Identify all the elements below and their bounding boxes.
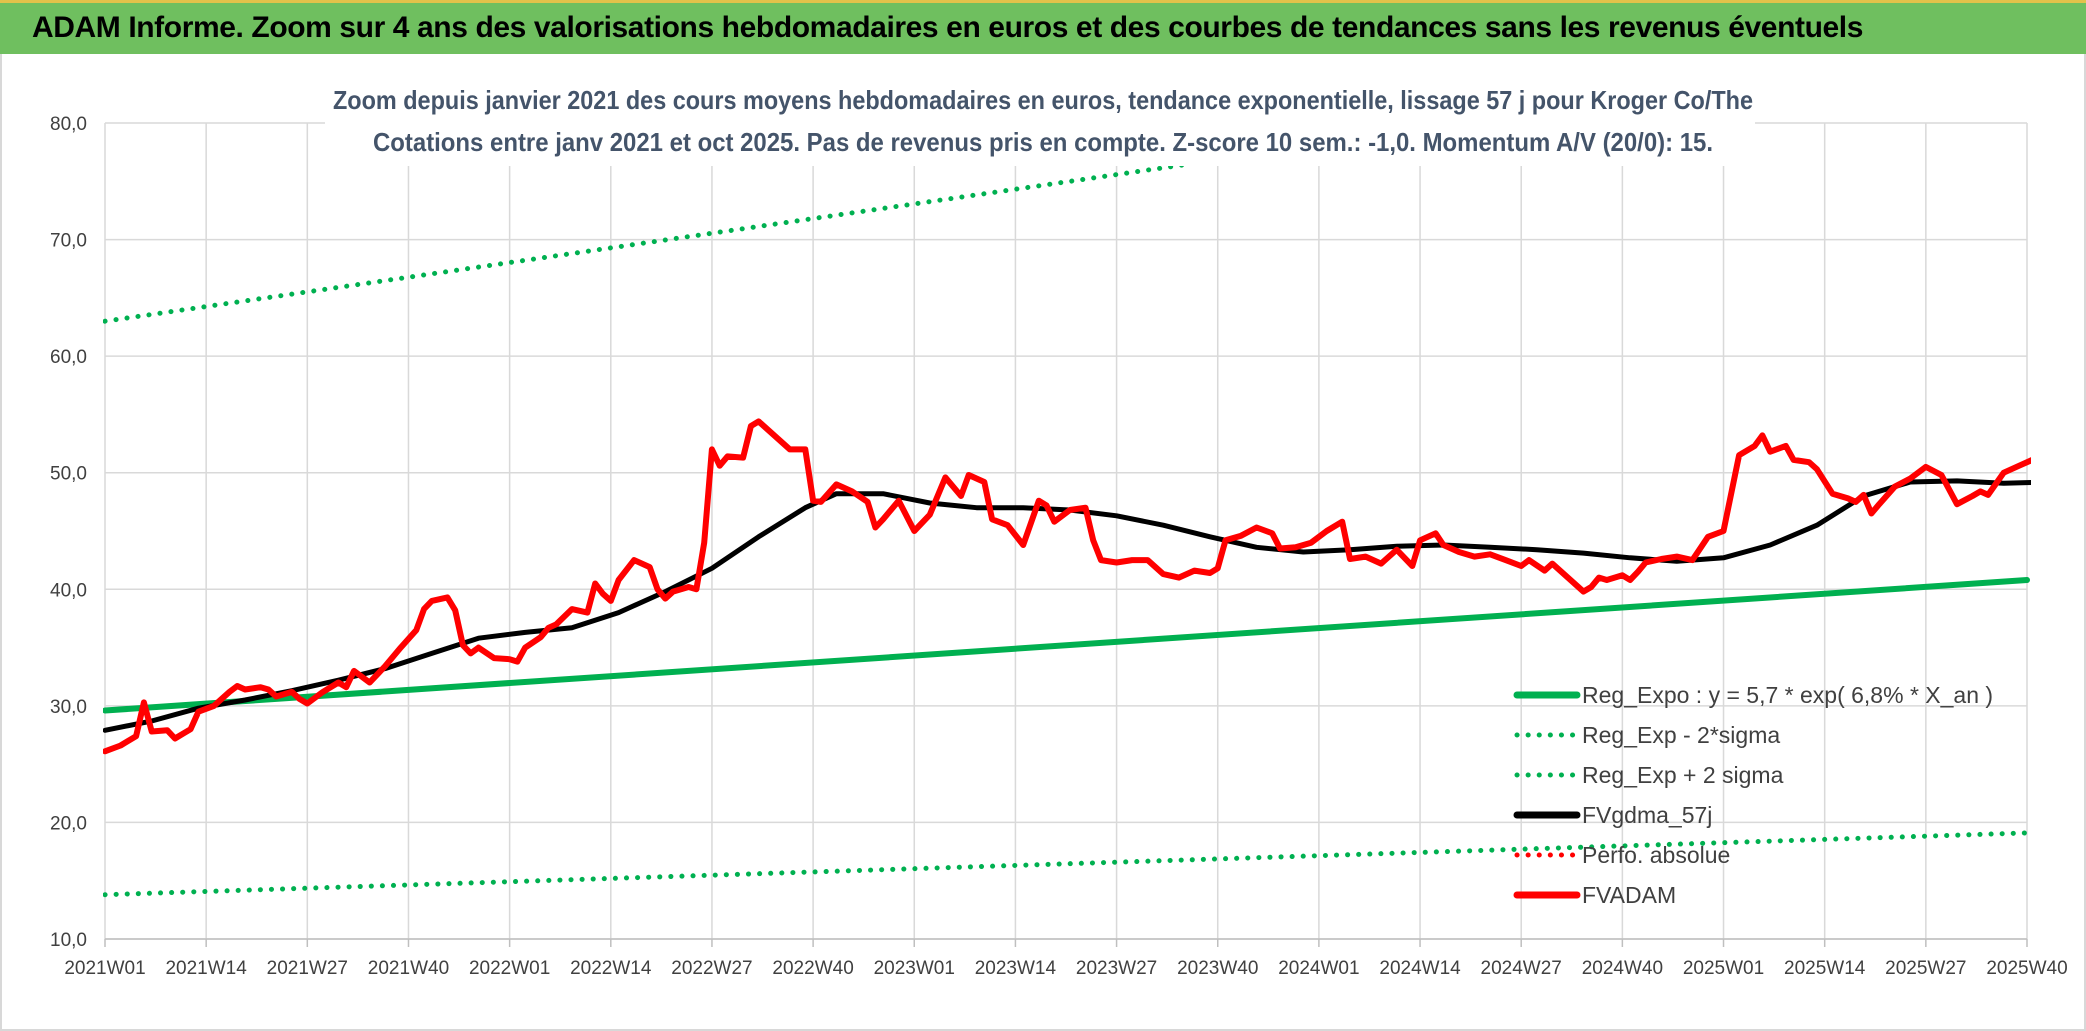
legend-label: Reg_Exp + 2 sigma [1582,762,1784,788]
legend-label: Perfo. absolue [1582,842,1730,868]
legend-label: FVADAM [1582,882,1676,908]
y-tick-label: 50,0 [50,464,87,485]
x-tick-label: 2024W40 [1582,958,1663,979]
series-line-fvgdma-57j [103,478,2031,733]
series-line-fvadam [103,418,2031,755]
y-tick-label: 60,0 [50,347,87,368]
y-tick-label: 10,0 [50,930,87,951]
title-background [325,80,1755,166]
x-tick-label: 2024W14 [1379,958,1461,979]
x-tick-label: 2024W27 [1481,958,1562,979]
x-tick-label: 2022W27 [671,958,752,979]
series-line-reg-exp-2-sigma [103,121,1504,324]
chart-subtitle: Cotations entre janv 2021 et oct 2025. P… [373,127,1713,157]
legend-label: FVgdma_57j [1582,802,1712,828]
series-line-reg-expo-y-5-7-exp-6-8-x-an [103,577,2030,714]
y-tick-label: 30,0 [50,697,87,718]
x-tick-label: 2023W01 [874,958,955,979]
x-tick-label: 2021W14 [165,958,247,979]
x-tick-label: 2025W14 [1784,958,1866,979]
y-tick-label: 20,0 [50,813,87,834]
x-tick-label: 2025W01 [1683,958,1764,979]
x-tick-label: 2022W40 [772,958,853,979]
y-tick-label: 80,0 [50,114,87,135]
x-tick-label: 2021W27 [267,958,348,979]
x-tick-label: 2021W01 [64,958,145,979]
x-tick-label: 2022W01 [469,958,550,979]
report-title: ADAM Informe. Zoom sur 4 ans des valoris… [32,11,1864,44]
x-tick-label: 2023W40 [1177,958,1258,979]
y-tick-label: 70,0 [50,231,87,252]
legend-label: Reg_Expo : y = 5,7 * exp( 6,8% * X_an ) [1582,682,1993,708]
series-line-reg-exp-2-sigma [103,830,2030,898]
y-tick-label: 40,0 [50,580,87,601]
x-tick-label: 2024W01 [1278,958,1359,979]
report-header: ADAM Informe. Zoom sur 4 ans des valoris… [0,0,2086,54]
x-tick-label: 2021W40 [368,958,449,979]
x-tick-label: 2023W27 [1076,958,1157,979]
legend-label: Reg_Exp - 2*sigma [1582,722,1780,748]
x-tick-label: 2025W40 [1986,958,2067,979]
x-tick-label: 2022W14 [570,958,652,979]
chart-title: Zoom depuis janvier 2021 des cours moyen… [333,85,1753,115]
x-tick-label: 2025W27 [1885,958,1966,979]
x-tick-label: 2023W14 [975,958,1057,979]
chart-frame [0,54,2086,1031]
